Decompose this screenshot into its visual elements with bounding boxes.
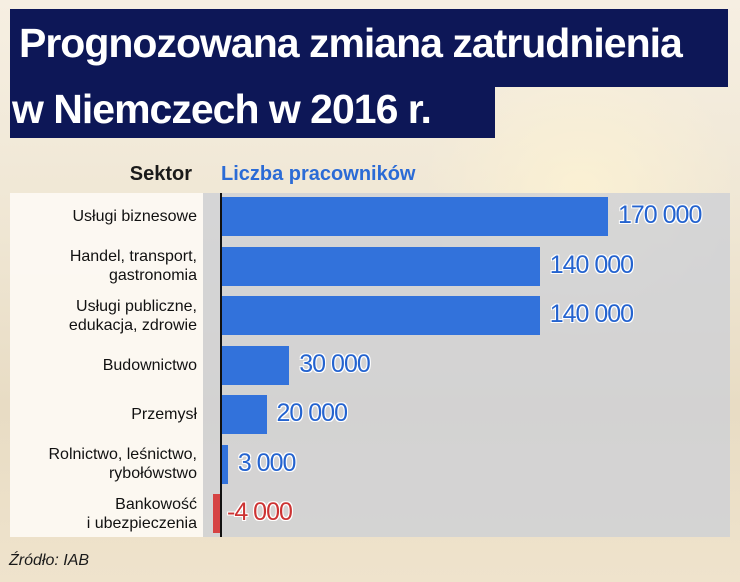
value-label: -4 000 <box>227 498 293 526</box>
row-label-line: Bankowość <box>115 495 197 513</box>
row-label-line: Rolnictwo, leśnictwo, <box>48 446 198 463</box>
positive-bar <box>221 395 267 434</box>
row-label-line: Handel, transport, <box>69 248 197 265</box>
row-label-line: gastronomia <box>108 267 197 284</box>
positive-bar <box>221 444 228 484</box>
title-background-line2 <box>10 84 495 138</box>
value-label: 20 000 <box>276 399 348 427</box>
value-label: 140 000 <box>549 300 634 328</box>
value-label: 30 000 <box>299 349 370 378</box>
label-panel <box>10 193 203 537</box>
row-label: Bankowość i ubezpieczenia <box>7 495 197 533</box>
title-background <box>10 9 728 87</box>
row-label-line: Usługi biznesowe <box>72 208 197 225</box>
positive-bar <box>221 246 540 286</box>
chart-title-line2: w Niemczech w 2016 r. <box>12 86 432 132</box>
positive-bar <box>221 197 608 236</box>
zero-axis <box>220 193 222 537</box>
row-label-line: Przemysł <box>131 406 197 423</box>
row-label: Przemysł <box>7 405 197 424</box>
row-label: Usługi biznesowe <box>7 207 197 226</box>
row-label: Budownictwo <box>7 356 197 375</box>
row-label-line: edukacja, zdrowie <box>68 316 197 334</box>
row-label: Handel, transport, gastronomia <box>7 247 197 285</box>
positive-bar <box>221 296 540 335</box>
value-label: 170 000 <box>618 201 702 229</box>
source-note: Źródło: IAB <box>9 552 90 569</box>
row-label: Usługi publiczne, edukacja, zdrowie <box>7 297 197 335</box>
row-label-line: i ubezpieczenia <box>86 514 197 532</box>
row-label-line: Budownictwo <box>102 356 197 374</box>
row-label-line: Usługi publiczne, <box>76 297 197 315</box>
value-label: 140 000 <box>549 250 634 279</box>
negative-bar <box>213 494 220 533</box>
positive-bar <box>221 345 290 385</box>
chart-title-line1: Prognozowana zmiana zatrudnienia <box>19 20 683 66</box>
sector-column-header: Sektor <box>129 163 192 185</box>
row-label: Rolnictwo, leśnictwo, rybołówstwo <box>7 445 198 483</box>
value-label: 3 000 <box>237 448 297 477</box>
row-label-line: rybołówstwo <box>108 465 197 482</box>
value-column-header: Liczba pracowników <box>221 163 416 185</box>
